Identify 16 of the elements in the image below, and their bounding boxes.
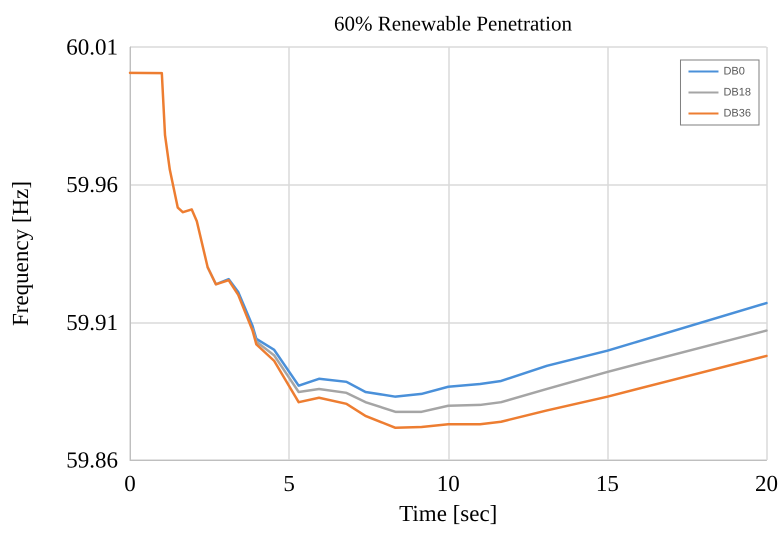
x-tick-label: 0 (124, 471, 136, 496)
legend-label: DB0 (723, 66, 745, 78)
chart-title: 60% Renewable Penetration (334, 12, 572, 36)
x-tick-label: 5 (283, 471, 295, 496)
x-tick-label: 15 (596, 471, 619, 496)
x-axis-title: Time [sec] (399, 501, 498, 526)
legend-label: DB36 (723, 108, 752, 120)
y-axis-title: Frequency [Hz] (8, 181, 33, 326)
y-tick-label: 59.86 (66, 448, 118, 472)
x-tick-label: 20 (755, 471, 778, 496)
legend-label: DB18 (723, 86, 752, 98)
y-tick-label: 60.01 (66, 34, 118, 60)
y-tick-label: 59.96 (66, 172, 118, 198)
x-tick-label: 10 (436, 471, 460, 496)
y-tick-label: 59.91 (66, 310, 118, 335)
line-series (251, 328, 768, 414)
